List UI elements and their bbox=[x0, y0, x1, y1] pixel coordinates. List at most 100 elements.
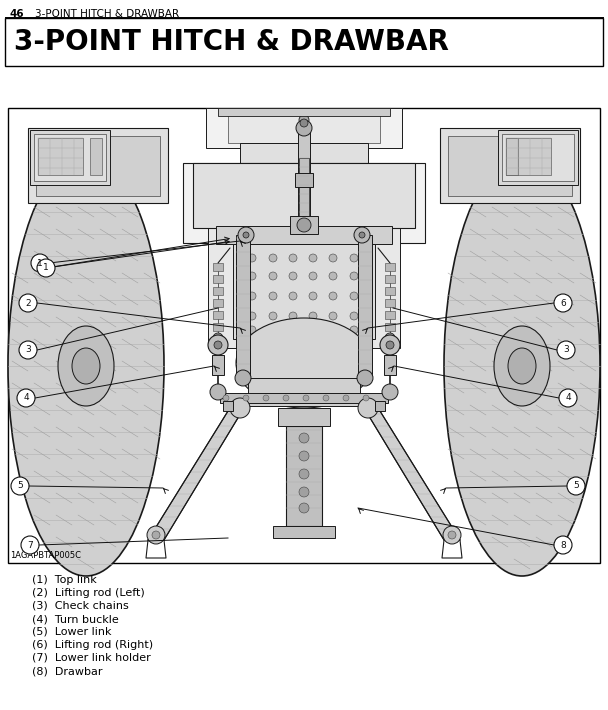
Circle shape bbox=[223, 395, 229, 401]
Circle shape bbox=[359, 232, 365, 238]
Text: 4: 4 bbox=[565, 393, 571, 403]
Circle shape bbox=[296, 120, 312, 136]
Bar bbox=[384, 355, 396, 375]
Bar bbox=[385, 263, 395, 271]
Circle shape bbox=[303, 395, 309, 401]
Text: 46: 46 bbox=[10, 9, 25, 19]
Circle shape bbox=[350, 292, 358, 300]
Circle shape bbox=[350, 326, 358, 334]
Circle shape bbox=[299, 469, 309, 479]
Circle shape bbox=[289, 312, 297, 320]
Bar bbox=[212, 355, 224, 375]
Circle shape bbox=[248, 326, 256, 334]
Bar bbox=[248, 378, 360, 406]
Text: (6)  Lifting rod (Right): (6) Lifting rod (Right) bbox=[32, 640, 153, 650]
Text: (4)  Turn buckle: (4) Turn buckle bbox=[32, 614, 119, 624]
Circle shape bbox=[363, 395, 369, 401]
Bar bbox=[236, 235, 250, 380]
Bar bbox=[286, 426, 322, 526]
Bar bbox=[213, 299, 223, 307]
Circle shape bbox=[385, 333, 395, 343]
Circle shape bbox=[17, 389, 35, 407]
Bar bbox=[30, 130, 110, 185]
Bar bbox=[90, 138, 102, 175]
Circle shape bbox=[299, 451, 309, 461]
Circle shape bbox=[350, 254, 358, 262]
Circle shape bbox=[309, 326, 317, 334]
Text: (7)  Lower link holder: (7) Lower link holder bbox=[32, 653, 151, 663]
Text: (3)  Check chains: (3) Check chains bbox=[32, 601, 129, 611]
Circle shape bbox=[269, 292, 277, 300]
Bar bbox=[213, 263, 223, 271]
Text: 1: 1 bbox=[43, 263, 49, 273]
Text: 2: 2 bbox=[25, 298, 31, 307]
Circle shape bbox=[230, 398, 250, 418]
Ellipse shape bbox=[236, 318, 372, 408]
Circle shape bbox=[235, 370, 251, 386]
Circle shape bbox=[350, 272, 358, 280]
Ellipse shape bbox=[72, 348, 100, 384]
Polygon shape bbox=[361, 403, 460, 540]
Text: 3-POINT HITCH & DRAWBAR: 3-POINT HITCH & DRAWBAR bbox=[14, 28, 449, 56]
Bar bbox=[273, 526, 335, 538]
Circle shape bbox=[283, 395, 289, 401]
Bar bbox=[28, 128, 168, 203]
Bar bbox=[213, 287, 223, 295]
Bar bbox=[506, 138, 518, 175]
Bar bbox=[278, 408, 330, 426]
Circle shape bbox=[37, 259, 55, 277]
Circle shape bbox=[329, 272, 337, 280]
Circle shape bbox=[11, 477, 29, 495]
Circle shape bbox=[248, 292, 256, 300]
Circle shape bbox=[323, 395, 329, 401]
Circle shape bbox=[329, 292, 337, 300]
Polygon shape bbox=[168, 108, 440, 563]
Bar bbox=[34, 134, 106, 181]
Text: 5: 5 bbox=[17, 481, 23, 491]
Ellipse shape bbox=[444, 156, 600, 576]
Ellipse shape bbox=[508, 348, 536, 384]
Bar bbox=[208, 228, 400, 348]
Circle shape bbox=[19, 294, 37, 312]
Circle shape bbox=[299, 115, 309, 125]
Bar bbox=[506, 138, 551, 175]
Circle shape bbox=[329, 312, 337, 320]
Circle shape bbox=[557, 341, 575, 359]
Circle shape bbox=[289, 254, 297, 262]
Circle shape bbox=[309, 254, 317, 262]
Circle shape bbox=[559, 389, 577, 407]
Bar bbox=[36, 136, 160, 196]
Bar bbox=[183, 163, 425, 243]
Circle shape bbox=[214, 341, 222, 349]
Circle shape bbox=[289, 292, 297, 300]
Circle shape bbox=[19, 341, 37, 359]
Circle shape bbox=[380, 335, 400, 355]
Circle shape bbox=[329, 326, 337, 334]
Ellipse shape bbox=[8, 156, 164, 576]
Circle shape bbox=[554, 536, 572, 554]
Text: (8)  Drawbar: (8) Drawbar bbox=[32, 666, 103, 676]
Text: 6: 6 bbox=[560, 298, 566, 307]
Ellipse shape bbox=[494, 326, 550, 406]
Circle shape bbox=[382, 384, 398, 400]
Circle shape bbox=[350, 312, 358, 320]
Circle shape bbox=[309, 312, 317, 320]
Circle shape bbox=[238, 227, 254, 243]
Circle shape bbox=[567, 477, 585, 495]
Bar bbox=[193, 163, 415, 228]
Bar bbox=[448, 136, 572, 196]
Text: 4: 4 bbox=[23, 393, 29, 403]
Circle shape bbox=[297, 218, 311, 232]
Bar bbox=[5, 18, 603, 66]
Bar bbox=[213, 275, 223, 283]
Bar bbox=[299, 158, 309, 228]
Circle shape bbox=[213, 333, 223, 343]
Bar bbox=[375, 401, 385, 411]
Bar bbox=[8, 108, 600, 563]
Circle shape bbox=[309, 272, 317, 280]
Circle shape bbox=[386, 341, 394, 349]
Bar bbox=[38, 138, 83, 175]
Circle shape bbox=[289, 272, 297, 280]
Circle shape bbox=[243, 395, 249, 401]
Bar bbox=[498, 130, 578, 185]
